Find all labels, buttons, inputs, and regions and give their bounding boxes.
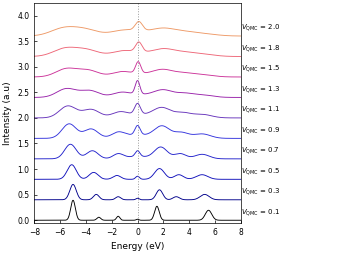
Text: $V_{\rm QMC}$ = 0.9: $V_{\rm QMC}$ = 0.9	[241, 125, 281, 136]
Text: $V_{\rm QMC}$ = 1.8: $V_{\rm QMC}$ = 1.8	[241, 43, 281, 54]
Text: $V_{\rm QMC}$ = 0.7: $V_{\rm QMC}$ = 0.7	[241, 146, 280, 156]
X-axis label: Energy (eV): Energy (eV)	[111, 242, 164, 251]
Text: $V_{\rm QMC}$ = 1.3: $V_{\rm QMC}$ = 1.3	[241, 84, 281, 95]
Text: $V_{\rm QMC}$ = 1.5: $V_{\rm QMC}$ = 1.5	[241, 64, 281, 74]
Text: $V_{\rm QMC}$ = 0.5: $V_{\rm QMC}$ = 0.5	[241, 166, 281, 177]
Text: $V_{\rm QMC}$ = 2.0: $V_{\rm QMC}$ = 2.0	[241, 23, 281, 34]
Text: $V_{\rm QMC}$ = 1.1: $V_{\rm QMC}$ = 1.1	[241, 105, 281, 115]
Text: $V_{\rm QMC}$ = 0.3: $V_{\rm QMC}$ = 0.3	[241, 187, 281, 197]
Text: $V_{\rm QMC}$ = 0.1: $V_{\rm QMC}$ = 0.1	[241, 207, 281, 218]
Y-axis label: Intensity (a.u): Intensity (a.u)	[3, 81, 12, 145]
